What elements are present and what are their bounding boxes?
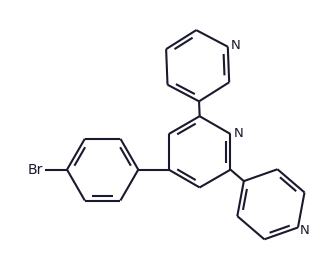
Text: N: N — [300, 224, 310, 237]
Text: Br: Br — [28, 163, 43, 177]
Text: N: N — [234, 126, 243, 140]
Text: N: N — [231, 39, 240, 52]
